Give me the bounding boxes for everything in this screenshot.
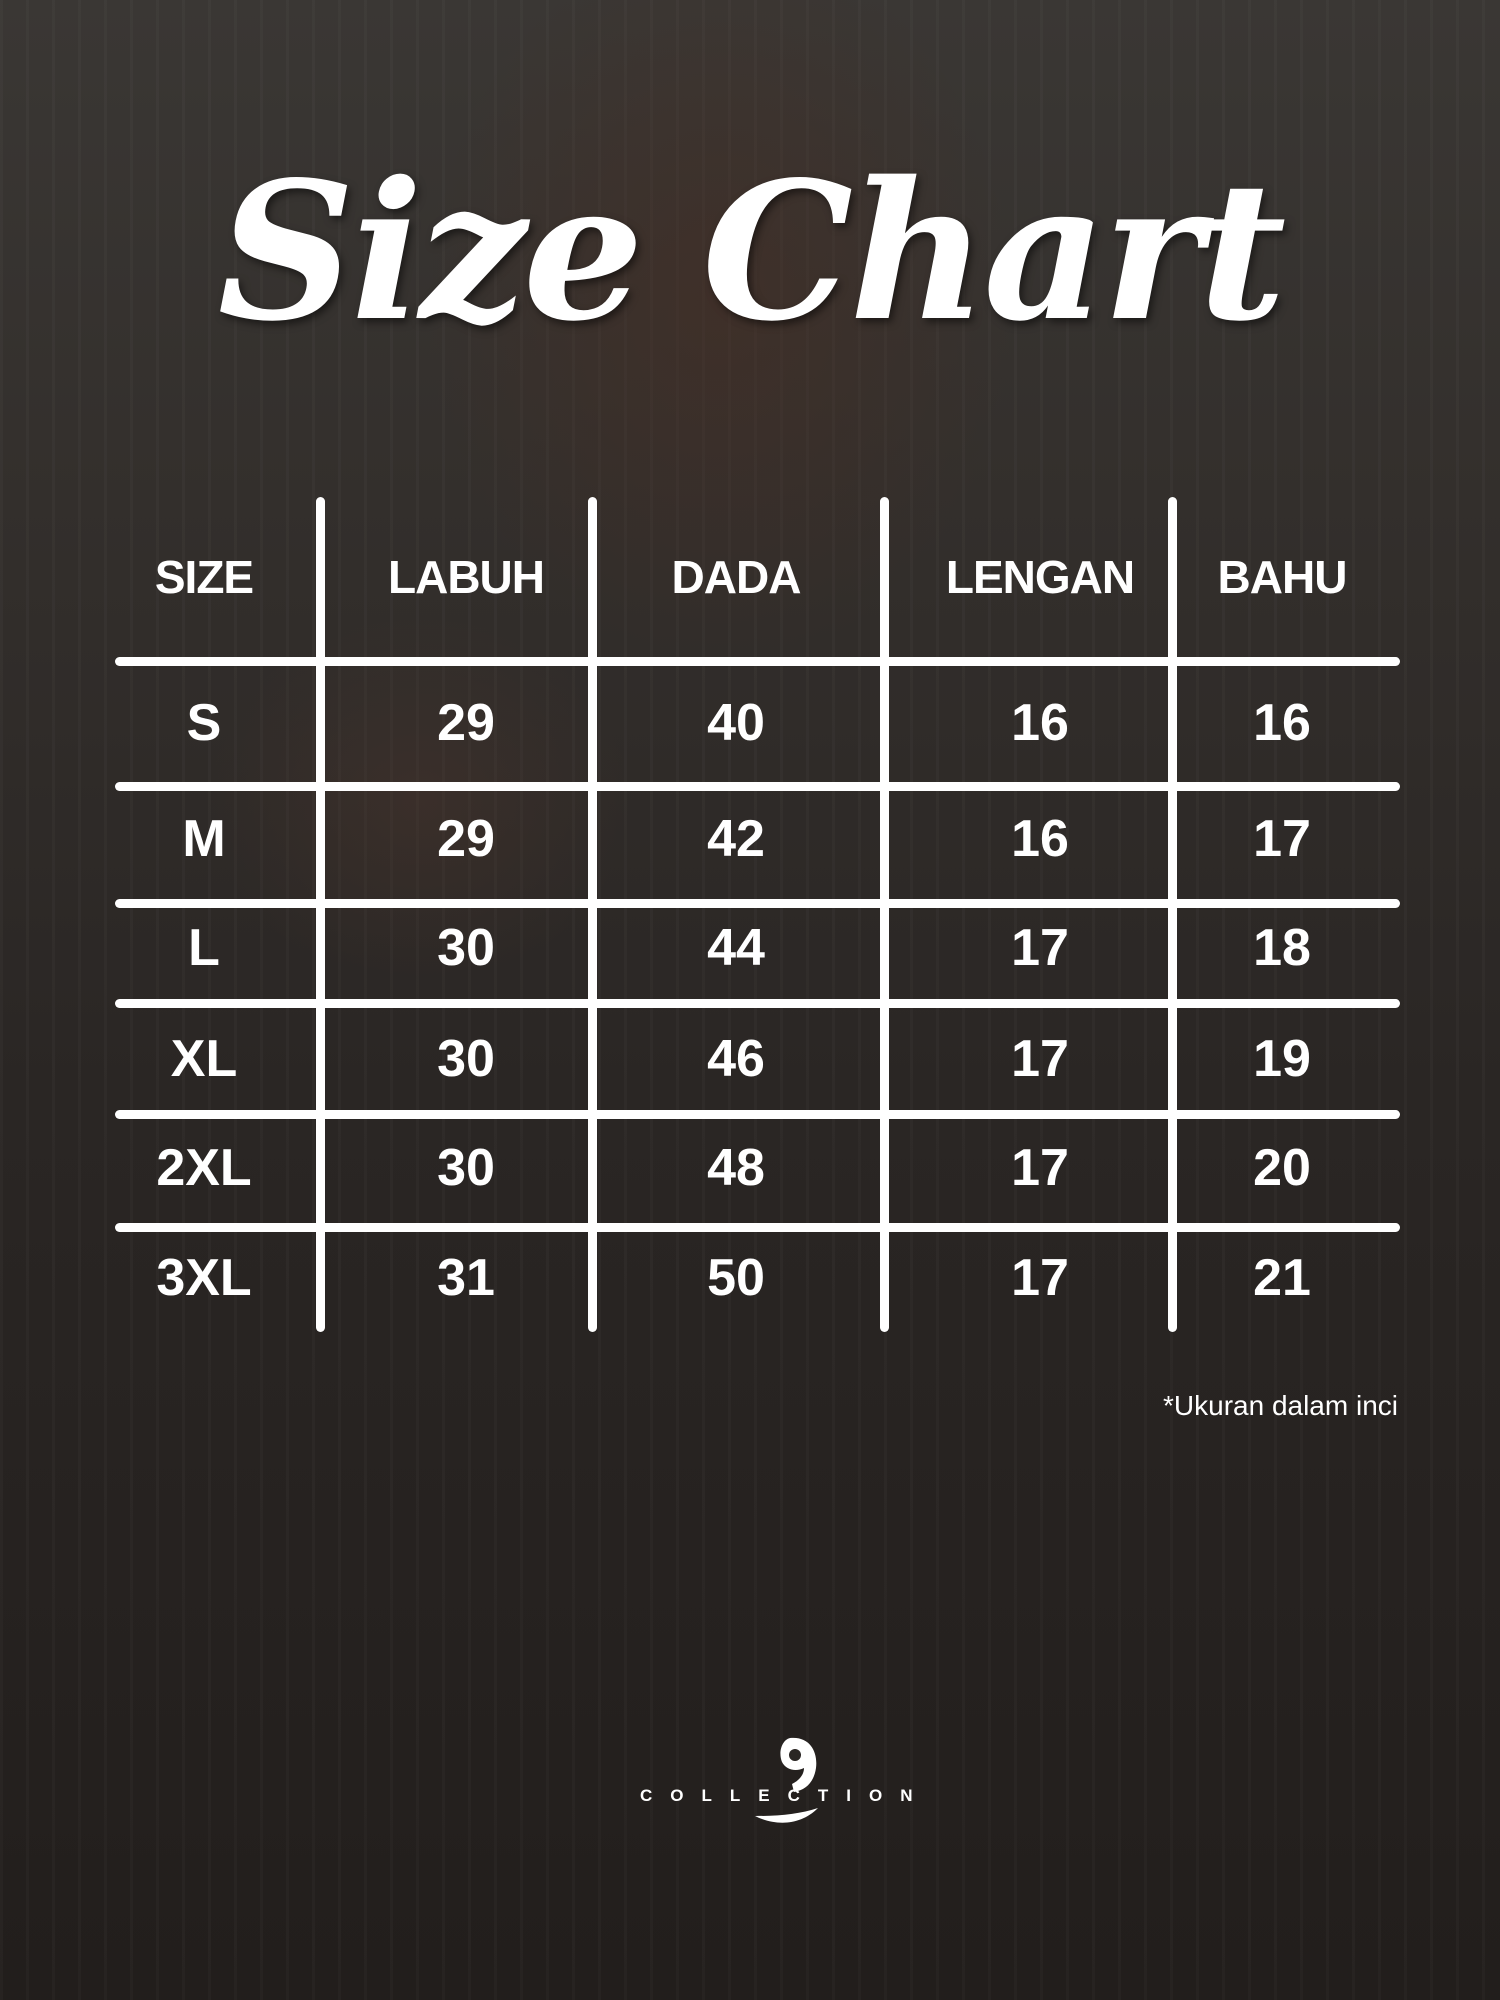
brand-logo: COLLECTION — [640, 1730, 930, 1830]
table-cell: 17 — [1011, 1249, 1069, 1307]
table-cell: 16 — [1253, 694, 1311, 752]
column-divider — [316, 497, 325, 1332]
size-label: S — [186, 694, 222, 752]
size-label: 3XL — [156, 1249, 252, 1307]
column-divider — [588, 497, 597, 1332]
table-cell: 30 — [437, 1030, 495, 1088]
table-cell: 29 — [437, 810, 495, 868]
table-cell: 40 — [707, 694, 765, 752]
logo-text: COLLECTION — [640, 1786, 931, 1805]
row-divider — [115, 657, 1400, 666]
page-title: Size Chart — [217, 140, 1287, 363]
row-divider — [115, 1110, 1400, 1119]
size-label: 2XL — [156, 1139, 252, 1197]
table-cell: 21 — [1253, 1249, 1311, 1307]
table-cell: 48 — [707, 1139, 765, 1197]
column-header: LABUH — [388, 551, 545, 603]
logo-mark-icon — [755, 1737, 818, 1823]
table-cell: 16 — [1011, 810, 1069, 868]
column-header: DADA — [671, 551, 802, 603]
unit-note: *Ukuran dalam inci — [1163, 1390, 1398, 1421]
size-label: L — [188, 919, 220, 977]
row-divider — [115, 1223, 1400, 1232]
table-cell: 17 — [1011, 1030, 1069, 1088]
table-cell: 50 — [707, 1249, 765, 1307]
table-cell: 31 — [437, 1249, 495, 1307]
table-cell: 19 — [1253, 1030, 1311, 1088]
table-cell: 16 — [1011, 694, 1069, 752]
table-cell: 46 — [707, 1030, 765, 1088]
table-cell: 17 — [1011, 919, 1069, 977]
size-label: XL — [170, 1030, 238, 1088]
size-label: M — [182, 810, 226, 868]
table-cell: 44 — [707, 919, 765, 977]
table-cell: 17 — [1253, 810, 1311, 868]
row-divider — [115, 782, 1400, 791]
row-divider — [115, 899, 1400, 908]
column-header: BAHU — [1217, 551, 1348, 603]
table-cell: 42 — [707, 810, 765, 868]
column-divider — [880, 497, 889, 1332]
table-cell: 17 — [1011, 1139, 1069, 1197]
table-cell: 20 — [1253, 1139, 1311, 1197]
row-divider — [115, 999, 1400, 1008]
column-divider — [1168, 497, 1177, 1332]
table-cell: 18 — [1253, 919, 1311, 977]
table-cell: 30 — [437, 919, 495, 977]
column-header: LENGAN — [945, 551, 1135, 603]
table-cell: 29 — [437, 694, 495, 752]
column-header: SIZE — [154, 551, 254, 603]
table-cell: 30 — [437, 1139, 495, 1197]
